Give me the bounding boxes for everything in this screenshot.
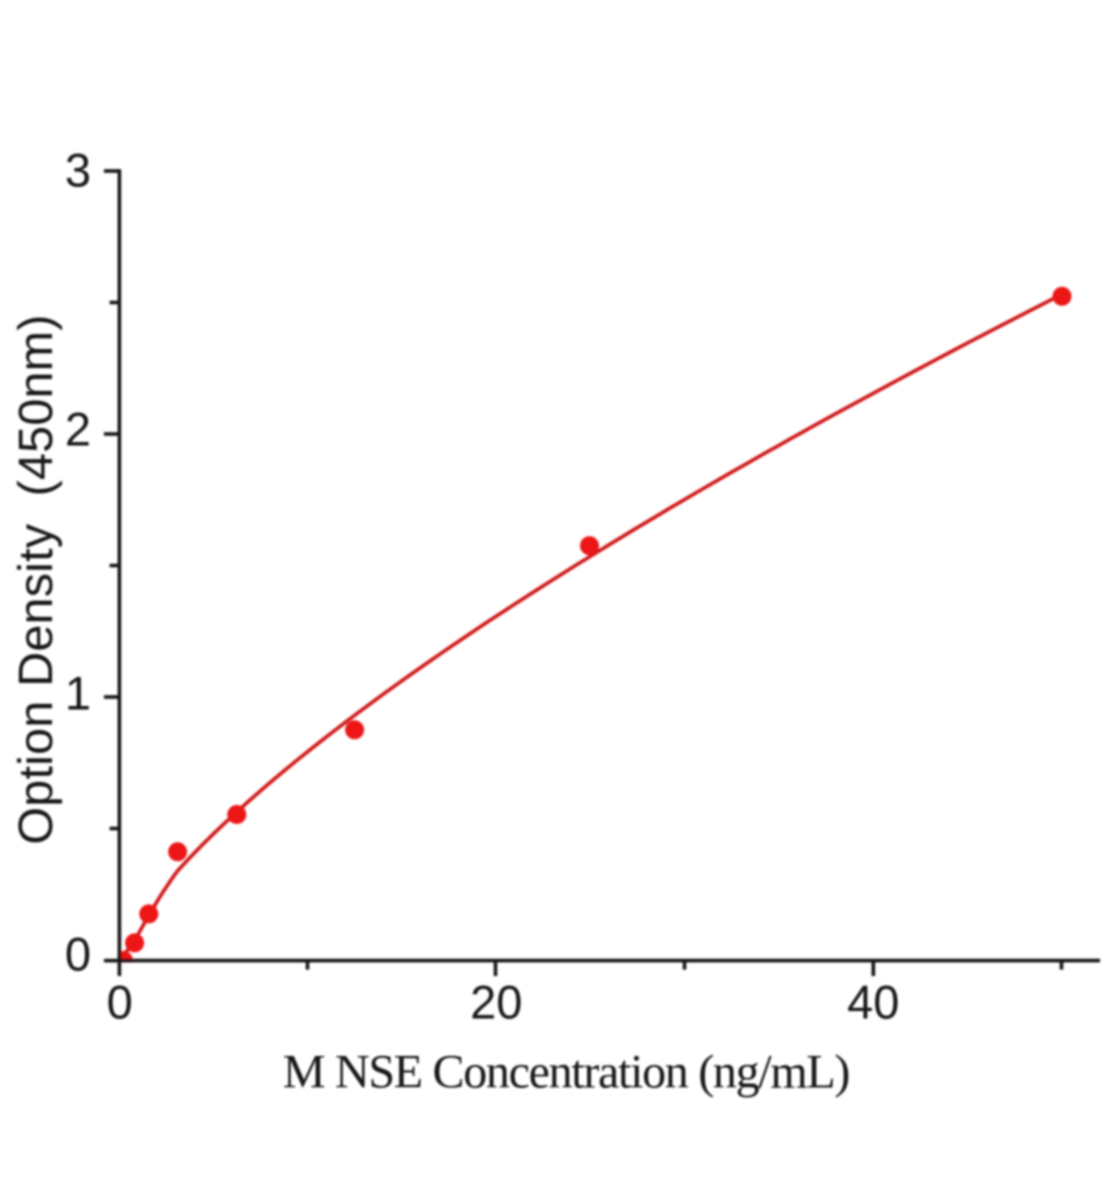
svg-text:Option Density (450nm): Option Density (450nm) <box>9 314 63 844</box>
svg-text:20: 20 <box>470 975 522 1028</box>
svg-text:3: 3 <box>65 144 91 197</box>
svg-text:M NSE Concentration (ng/mL): M NSE Concentration (ng/mL) <box>283 1046 849 1099</box>
svg-text:0: 0 <box>107 975 133 1028</box>
svg-text:40: 40 <box>847 975 899 1028</box>
svg-text:2: 2 <box>65 403 91 456</box>
svg-text:0: 0 <box>65 928 91 981</box>
svg-text:1: 1 <box>65 667 91 720</box>
